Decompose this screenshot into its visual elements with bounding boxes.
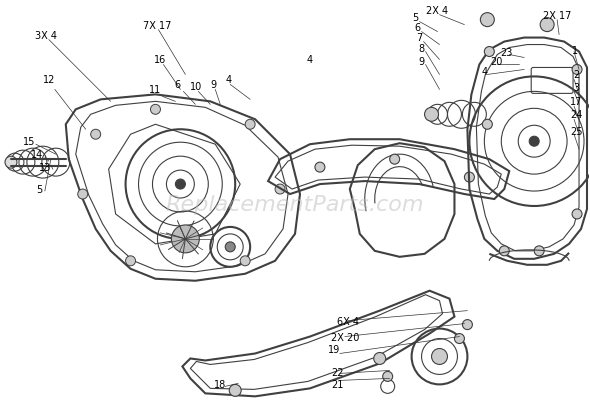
Text: 19: 19 [327, 344, 340, 354]
Circle shape [431, 348, 447, 364]
Text: 5: 5 [36, 184, 42, 195]
Text: 13: 13 [39, 163, 51, 173]
Text: 2X 17: 2X 17 [543, 11, 571, 20]
Circle shape [78, 190, 88, 200]
Text: 6: 6 [174, 80, 181, 90]
Circle shape [150, 105, 160, 115]
Circle shape [126, 256, 136, 266]
Circle shape [175, 180, 185, 190]
Circle shape [240, 256, 250, 266]
Text: 4: 4 [481, 67, 487, 77]
Circle shape [454, 334, 464, 344]
Text: 15: 15 [23, 137, 35, 147]
Text: 21: 21 [332, 380, 344, 389]
Circle shape [540, 18, 554, 32]
Text: 17: 17 [570, 97, 582, 107]
Circle shape [91, 130, 101, 140]
Text: 11: 11 [149, 85, 162, 95]
Text: 8: 8 [418, 43, 425, 54]
Text: 2: 2 [573, 70, 579, 80]
Circle shape [534, 246, 544, 256]
Text: 7: 7 [417, 32, 422, 43]
Circle shape [383, 371, 393, 382]
Circle shape [373, 353, 386, 364]
Text: 5: 5 [412, 13, 419, 22]
Circle shape [464, 173, 474, 183]
Circle shape [230, 384, 241, 396]
Circle shape [245, 120, 255, 130]
Circle shape [463, 320, 473, 330]
Text: 22: 22 [332, 368, 344, 378]
Text: 4: 4 [307, 55, 313, 65]
Circle shape [572, 209, 582, 219]
Circle shape [529, 137, 539, 147]
Text: 3: 3 [573, 83, 579, 93]
Text: 6X 4: 6X 4 [337, 316, 359, 326]
Circle shape [499, 246, 509, 256]
Circle shape [483, 120, 492, 130]
Text: 2X 4: 2X 4 [427, 6, 448, 16]
Text: 14: 14 [31, 150, 43, 160]
Text: 1: 1 [572, 45, 578, 55]
Text: 16: 16 [155, 55, 166, 65]
Circle shape [275, 184, 285, 195]
Text: 10: 10 [190, 82, 202, 92]
Text: 2X 20: 2X 20 [330, 332, 359, 342]
Text: 25: 25 [570, 127, 582, 137]
Text: 7X 17: 7X 17 [143, 20, 172, 31]
Text: 9: 9 [418, 57, 425, 67]
Circle shape [5, 157, 17, 169]
Circle shape [572, 65, 582, 75]
Text: 24: 24 [570, 110, 582, 120]
Text: 4: 4 [225, 75, 231, 85]
Text: 20: 20 [490, 57, 503, 67]
Circle shape [425, 108, 438, 122]
Circle shape [389, 155, 399, 165]
Circle shape [315, 163, 325, 173]
Text: 12: 12 [42, 75, 55, 85]
Text: 9: 9 [210, 80, 217, 90]
Circle shape [225, 242, 235, 252]
Circle shape [484, 47, 494, 57]
Text: 23: 23 [500, 47, 513, 57]
Circle shape [480, 13, 494, 27]
Text: 18: 18 [214, 380, 227, 389]
Text: 6: 6 [415, 22, 421, 33]
Circle shape [172, 225, 199, 253]
Text: 3X 4: 3X 4 [35, 31, 57, 40]
Text: ReplacementParts.com: ReplacementParts.com [166, 195, 424, 214]
